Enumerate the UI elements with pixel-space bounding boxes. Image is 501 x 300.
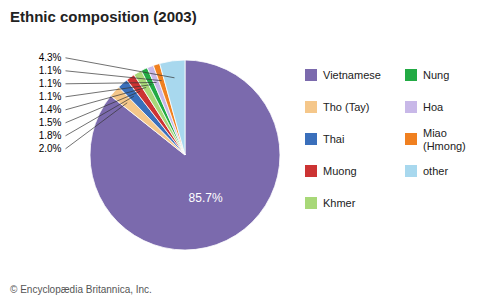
footnote: © Encyclopædia Britannica, Inc.	[10, 284, 152, 295]
legend-swatch	[305, 69, 317, 81]
legend-label: Muong	[323, 165, 357, 177]
legend-label: Tho (Tay)	[323, 101, 369, 113]
legend-label-line: Nung	[423, 69, 449, 81]
legend-label: Nung	[423, 69, 449, 81]
legend-label-line: Vietnamese	[323, 69, 381, 81]
leader-line	[66, 58, 175, 78]
chart-container: Ethnic composition (2003) © Encyclopædia …	[0, 0, 501, 300]
legend-label: Miao(Hmong)	[423, 127, 466, 152]
data-label: 1.5%	[39, 117, 62, 128]
legend-swatch	[405, 133, 417, 145]
legend-label-line: (Hmong)	[423, 140, 466, 152]
legend-label-line: Muong	[323, 165, 357, 177]
legend-swatch	[305, 133, 317, 145]
background	[0, 0, 501, 300]
legend-label-line: other	[423, 165, 448, 177]
legend-swatch	[405, 165, 417, 177]
legend-swatch	[405, 101, 417, 113]
data-label: 85.7%	[189, 191, 223, 205]
pie	[90, 60, 280, 250]
title: Ethnic composition (2003)	[10, 8, 197, 25]
leader-line	[66, 103, 128, 149]
data-label: 2.0%	[39, 143, 62, 154]
legend-label-line: Miao	[423, 127, 447, 139]
legend-label: Khmer	[323, 197, 356, 209]
data-label: 1.8%	[39, 130, 62, 141]
legend-swatch	[305, 101, 317, 113]
legend-label: Vietnamese	[323, 69, 381, 81]
data-label: 1.1%	[39, 65, 62, 76]
pie-slice	[160, 60, 185, 155]
chart: Ethnic composition (2003) © Encyclopædia …	[0, 0, 501, 300]
legend-label: other	[423, 165, 448, 177]
data-label: 1.1%	[39, 91, 62, 102]
leader-line	[66, 85, 152, 97]
leader-line	[66, 91, 141, 123]
data-label: 1.1%	[39, 78, 62, 89]
data-labels: 85.7% 4.3% 1.1% 1.1% 1.1% 1.4% 1.5% 1.8% 2.0%	[39, 52, 223, 204]
legend-swatch	[305, 165, 317, 177]
leader-line	[66, 87, 147, 109]
leader-line	[66, 71, 162, 81]
legend-label-line: Hoa	[423, 101, 444, 113]
legend: Vietnamese Tho (Tay) Thai Muong Khmer Nung Hoa…	[305, 69, 466, 209]
leader-line	[66, 82, 157, 83]
legend-label: Thai	[323, 133, 344, 145]
data-label: 1.4%	[39, 104, 62, 115]
legend-swatch	[305, 197, 317, 209]
leader-line	[66, 96, 134, 136]
legend-swatch	[405, 69, 417, 81]
data-label: 4.3%	[39, 52, 62, 63]
legend-label-line: Tho (Tay)	[323, 101, 369, 113]
legend-label-line: Thai	[323, 133, 344, 145]
pie-slice	[90, 60, 280, 250]
legend-label: Hoa	[423, 101, 444, 113]
legend-label-line: Khmer	[323, 197, 356, 209]
